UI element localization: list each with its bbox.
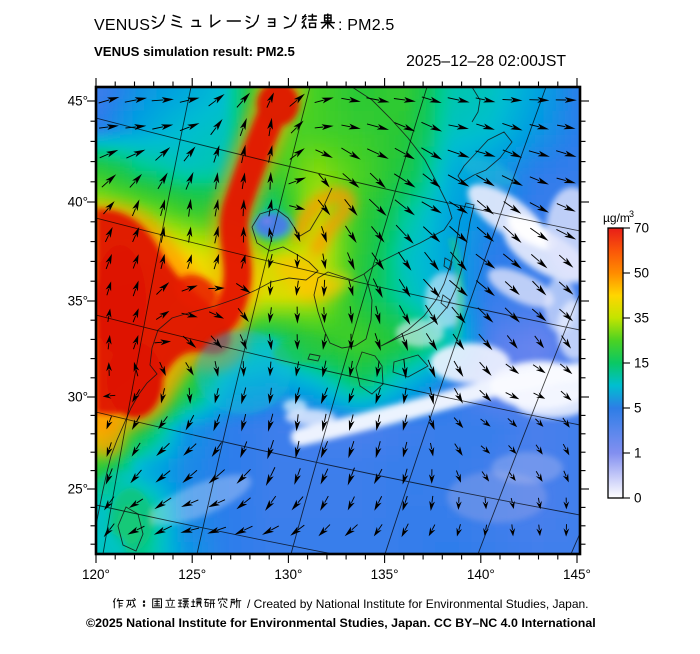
svg-text:0: 0 <box>634 491 642 506</box>
svg-text:3: 3 <box>629 209 634 219</box>
svg-text:50: 50 <box>634 266 649 281</box>
svg-text:µg/m: µg/m <box>603 211 630 225</box>
svg-text:1: 1 <box>634 446 642 461</box>
svg-text:35°: 35° <box>68 294 88 309</box>
svg-text:140°: 140° <box>467 567 495 582</box>
svg-text:135°: 135° <box>371 567 399 582</box>
svg-text:/ Created by National Institut: / Created by National Institute for Envi… <box>247 597 589 611</box>
svg-text:45°: 45° <box>68 94 88 109</box>
svg-text:VENUS: VENUS <box>94 17 150 34</box>
svg-text:130°: 130° <box>274 567 302 582</box>
svg-text:: PM2.5: : PM2.5 <box>338 17 395 34</box>
svg-text:145°: 145° <box>563 567 591 582</box>
svg-text:125°: 125° <box>178 567 206 582</box>
svg-text:30°: 30° <box>68 390 88 405</box>
svg-text:2025–12–28 02:00JST: 2025–12–28 02:00JST <box>406 53 566 70</box>
svg-text:40°: 40° <box>68 195 88 210</box>
svg-text:25°: 25° <box>68 482 88 497</box>
svg-text:VENUS simulation result: PM2.5: VENUS simulation result: PM2.5 <box>94 44 295 59</box>
svg-text:15: 15 <box>634 356 649 371</box>
svg-text:©2025 National Institute for E: ©2025 National Institute for Environment… <box>86 616 596 630</box>
svg-text:120°: 120° <box>82 567 110 582</box>
svg-text:5: 5 <box>634 401 642 416</box>
svg-text:35: 35 <box>634 311 649 326</box>
svg-text:70: 70 <box>634 221 649 236</box>
